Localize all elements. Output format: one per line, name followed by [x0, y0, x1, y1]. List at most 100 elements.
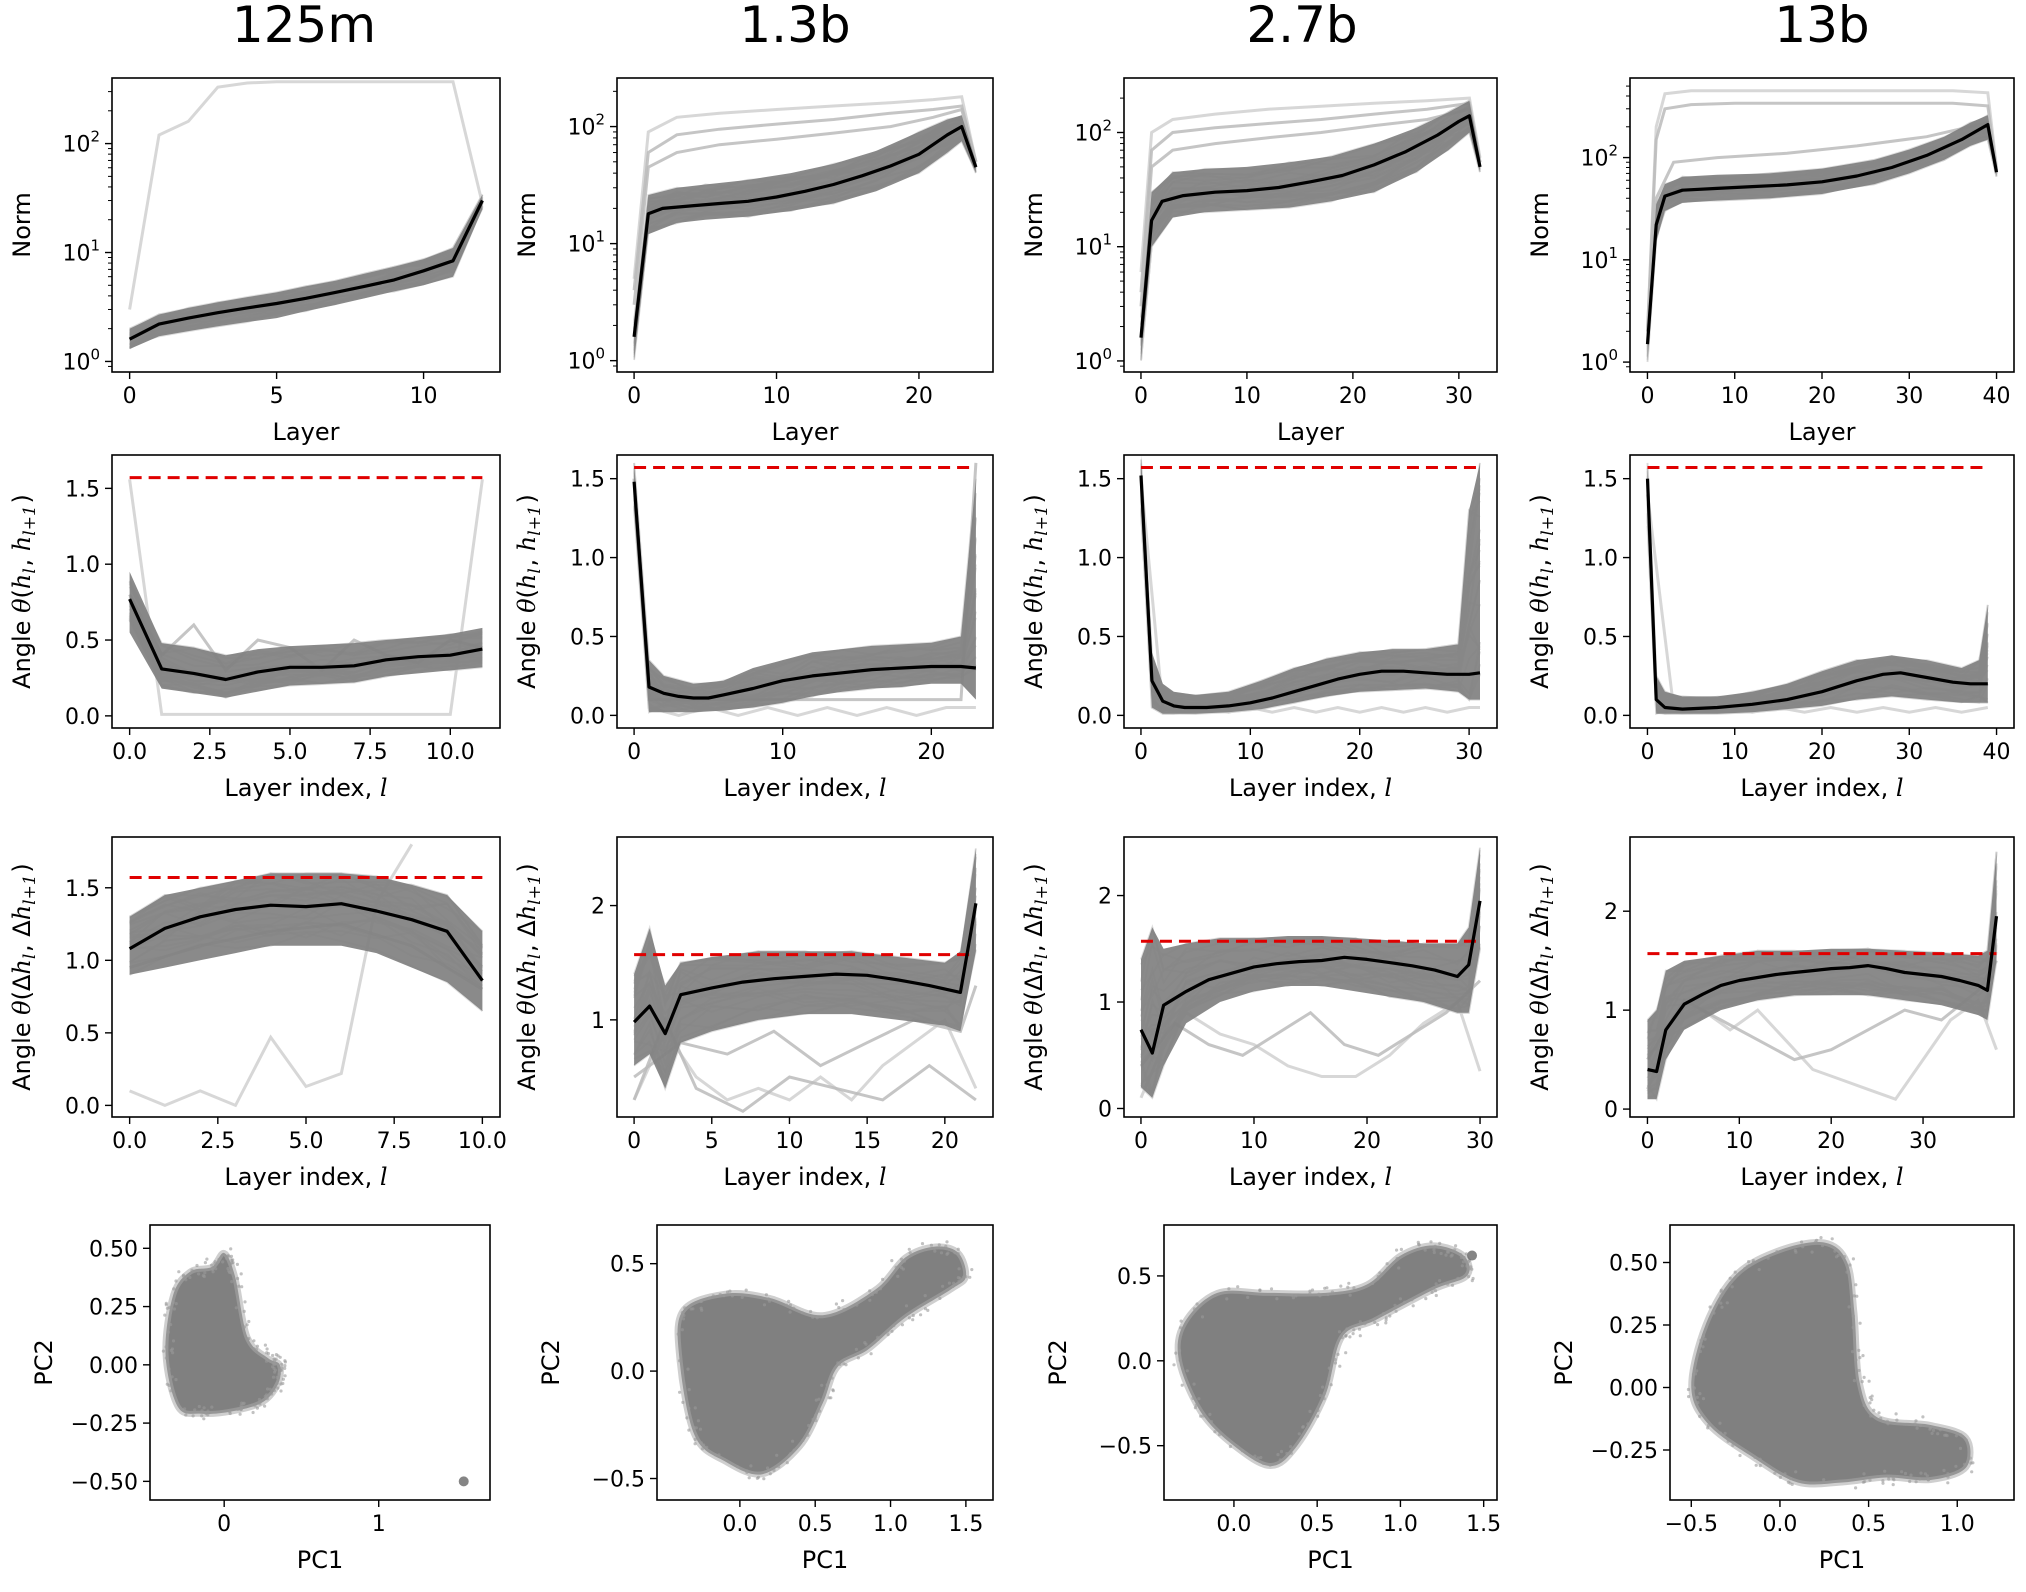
pc-fringe-point: [1719, 1288, 1723, 1292]
pc-fringe-point: [785, 1303, 789, 1307]
pc-outlier-point: [1467, 1250, 1478, 1261]
pc-fringe-point: [962, 1275, 966, 1279]
y-tick-label: 0.0: [65, 705, 100, 730]
pc-fringe-point: [957, 1267, 961, 1271]
axes-frame: [1163, 1224, 1498, 1501]
x-tick-label: 10: [1721, 740, 1749, 765]
panel-pca-1.3b: 0.0 0.5 1.0 1.5 0.5 0.0 −0.5 PC1 PC2: [537, 1224, 994, 1574]
pc-fringe-point: [165, 1306, 169, 1310]
pc-fringe-point: [762, 1477, 766, 1481]
pc-fringe-point: [868, 1289, 872, 1293]
pc-fringe-point: [718, 1292, 722, 1297]
x-tick-label: 1.0: [1383, 1512, 1418, 1537]
pc-fringe-point: [1180, 1383, 1184, 1387]
pc-fringe-point: [1308, 1292, 1312, 1296]
pc-fringe-point: [818, 1409, 822, 1413]
pc-fringe-point: [1703, 1337, 1707, 1341]
pc-fringe-point: [952, 1281, 956, 1285]
token-band: [634, 848, 976, 1089]
pc-fringe-point: [1411, 1304, 1415, 1308]
pc-fringe-point: [1345, 1327, 1349, 1331]
pc-fringe-point: [693, 1442, 697, 1446]
x-tick-label: 0.5: [1300, 1512, 1335, 1537]
pc-fringe-point: [722, 1294, 726, 1298]
pc-fringe-point: [1269, 1287, 1274, 1291]
pc-fringe-point: [281, 1381, 285, 1386]
pc-point-cloud: [1174, 1242, 1473, 1470]
pc-fringe-point: [1470, 1279, 1474, 1283]
pc-fringe-point: [1719, 1294, 1723, 1298]
pc-fringe-point: [937, 1243, 941, 1247]
x-tick-label: 20: [1817, 1129, 1845, 1154]
pc-fringe-point: [1456, 1276, 1460, 1280]
pc-outlier-point: [458, 1476, 469, 1487]
pc-fringe-point: [1227, 1287, 1231, 1291]
pc-fringe-point: [1323, 1286, 1327, 1290]
outlier-trajectory: [632, 1017, 978, 1102]
pc-fringe-point: [1376, 1277, 1380, 1281]
x-tick-label: 20: [917, 740, 945, 765]
pc-fringe-point: [678, 1390, 682, 1394]
pc-fringe-point: [1417, 1243, 1421, 1247]
pc-fringe-point: [1310, 1288, 1315, 1292]
pc-fringe-point: [809, 1309, 813, 1314]
pc-fringe-point: [1850, 1350, 1855, 1354]
y-axis-label: Norm: [8, 192, 36, 257]
pc-fringe-point: [1701, 1397, 1706, 1401]
y-tick-label: 101: [567, 228, 605, 258]
pc-fringe-point: [1191, 1396, 1195, 1400]
pc-fringe-point: [1970, 1470, 1974, 1474]
plot-area: [1139, 847, 1482, 1100]
pc-fringe-point: [699, 1441, 704, 1445]
pc-fringe-point: [166, 1330, 170, 1334]
pc-fringe-point: [1433, 1289, 1438, 1293]
pc-fringe-point: [283, 1360, 287, 1364]
pc-fringe-point: [1881, 1481, 1885, 1485]
pc-fringe-point: [163, 1313, 167, 1317]
pc-fringe-point: [756, 1475, 761, 1479]
pc-fringe-point: [890, 1259, 894, 1263]
pc-fringe-point: [1449, 1254, 1453, 1258]
pc-fringe-point: [1751, 1259, 1755, 1263]
pc-fringe-point: [1208, 1412, 1212, 1416]
pc-fringe-point: [174, 1378, 178, 1382]
pc-fringe-point: [792, 1448, 796, 1452]
pc-fringe-point: [1228, 1444, 1232, 1449]
pc-fringe-point: [240, 1401, 244, 1405]
pc-fringe-point: [855, 1303, 859, 1307]
pc-fringe-point: [814, 1415, 818, 1420]
panel-dangle-2.7b: 0 10 20 30 0 1 2 Layer index, l Angle θ(Δhl , Δh…: [1020, 836, 1498, 1191]
x-tick-label: 0: [627, 740, 641, 765]
pc-fringe-point: [1290, 1293, 1294, 1297]
y-tick-label: 101: [1074, 231, 1112, 261]
x-tick-label: 1.5: [1466, 1512, 1501, 1537]
plot-area: [128, 80, 484, 350]
pc-fringe-point: [1861, 1354, 1865, 1358]
panel-norm-125m: 0 5 10 100 101 102 Layer Norm: [8, 77, 501, 446]
plot-area: [161, 1247, 469, 1487]
pc-fringe-point: [1450, 1283, 1455, 1287]
panel-norm-2.7b: 0 10 20 30 100 101 102 Layer Norm: [1020, 77, 1498, 446]
mean-line: [632, 124, 978, 337]
pc-fringe-point: [1923, 1472, 1927, 1476]
pc-fringe-point: [1858, 1321, 1862, 1325]
y-tick-label: 100: [1074, 345, 1112, 375]
pc-fringe-point: [730, 1294, 735, 1298]
pc-fringe-point: [1712, 1311, 1716, 1315]
pc-fringe-point: [190, 1268, 194, 1272]
x-tick-label: 30: [1445, 384, 1473, 409]
x-tick-label: 30: [1909, 1129, 1937, 1154]
pc-fringe-point: [1381, 1312, 1386, 1316]
y-tick-label: 0: [1098, 1097, 1112, 1122]
pc-fringe-point: [1868, 1478, 1872, 1482]
x-tick-label: 20: [1808, 384, 1836, 409]
pc-fringe-point: [1914, 1480, 1918, 1484]
pc-fringe-point: [968, 1275, 972, 1279]
pc-fringe-point: [837, 1305, 841, 1310]
pc-fringe-point: [1318, 1393, 1322, 1398]
pc-fringe-point: [1793, 1248, 1797, 1253]
pc-fringe-point: [830, 1376, 834, 1380]
token-band: [129, 194, 483, 349]
pc-fringe-point: [1337, 1330, 1342, 1334]
